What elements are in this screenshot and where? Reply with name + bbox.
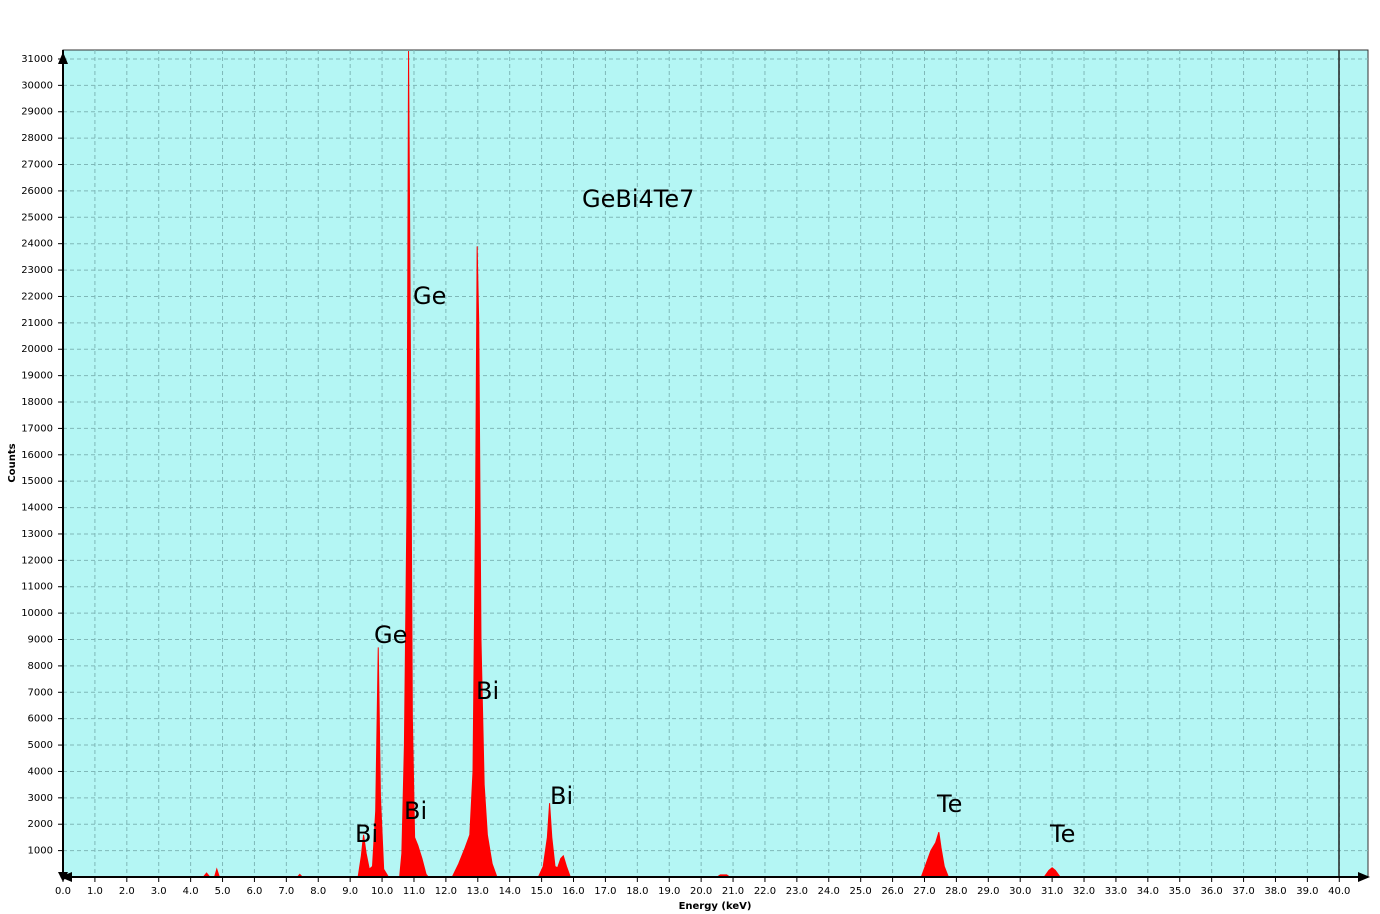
- y-tick-label: 11000: [21, 582, 53, 593]
- x-tick-label: 8.0: [310, 886, 326, 897]
- y-tick-label: 19000: [21, 371, 53, 382]
- plot-area: [62, 49, 1369, 878]
- x-tick-label: 33.0: [1105, 886, 1127, 897]
- x-tick-label: 22.0: [754, 886, 776, 897]
- labels: 1000 2000 3000 4000 5000 6000 7000 8000 9000 1000…: [21, 54, 1350, 897]
- x-tick-label: 11.0: [403, 886, 425, 897]
- x-tick-label: 38.0: [1264, 886, 1286, 897]
- x-tick-label: 24.0: [818, 886, 840, 897]
- y-tick-label: 24000: [21, 239, 53, 250]
- y-tick-label: 4000: [28, 766, 53, 777]
- y-tick-label: 3000: [28, 793, 53, 804]
- x-tick-label: 27.0: [913, 886, 935, 897]
- spectrum: [63, 51, 1368, 878]
- x-tick-label: 28.0: [945, 886, 967, 897]
- grid: [62, 50, 1368, 877]
- y-tick-label: 25000: [21, 212, 53, 223]
- x-tick-label: 14.0: [499, 886, 521, 897]
- y-tick-label: 29000: [21, 107, 53, 118]
- x-tick-label: 15.0: [530, 886, 552, 897]
- x-tick-label: 18.0: [626, 886, 648, 897]
- y-tick-label: 30000: [21, 80, 53, 91]
- x-tick-label: 13.0: [467, 886, 489, 897]
- peak-label: Bi: [476, 677, 499, 705]
- x-tick-label: 32.0: [1073, 886, 1095, 897]
- x-tick-label: 3.0: [151, 886, 167, 897]
- peak-label: Te: [1049, 820, 1075, 848]
- x-tick-label: 7.0: [278, 886, 294, 897]
- y-tick-label: 13000: [21, 529, 53, 540]
- x-axis-label: Energy (keV): [679, 901, 752, 912]
- y-tick-label: 31000: [21, 54, 53, 65]
- x-tick-label: 39.0: [1296, 886, 1318, 897]
- y-tick-label: 8000: [28, 661, 53, 672]
- x-tick-label: 25.0: [850, 886, 872, 897]
- x-tick-label: 12.0: [435, 886, 457, 897]
- x-tick-label: 40.0: [1328, 886, 1350, 897]
- y-tick-label: 23000: [21, 265, 53, 276]
- x-tick-label: 29.0: [977, 886, 999, 897]
- x-tick-label: 23.0: [786, 886, 808, 897]
- peak-label: Bi: [404, 797, 427, 825]
- x-tick-label: 20.0: [690, 886, 712, 897]
- y-tick-label: 15000: [21, 476, 53, 487]
- y-tick-label: 28000: [21, 133, 53, 144]
- y-tick-label: 26000: [21, 186, 53, 197]
- x-tick-label: 0.0: [55, 886, 71, 897]
- y-tick-label: 16000: [21, 450, 53, 461]
- y-tick-label: 2000: [28, 819, 53, 830]
- chart-title: GeBi4Te7: [582, 185, 694, 213]
- x-tick-label: 1.0: [87, 886, 103, 897]
- y-axis-arrow: [58, 52, 68, 64]
- y-tick-label: 27000: [21, 160, 53, 171]
- y-tick-label: 6000: [28, 714, 53, 725]
- y-tick-label: 22000: [21, 291, 53, 302]
- x-tick-label: 37.0: [1232, 886, 1254, 897]
- peak-label: Bi: [355, 820, 378, 848]
- y-tick-label: 9000: [28, 635, 53, 646]
- y-tick-label: 10000: [21, 608, 53, 619]
- x-tick-label: 35.0: [1169, 886, 1191, 897]
- x-tick-label: 19.0: [658, 886, 680, 897]
- y-tick-label: 17000: [21, 423, 53, 434]
- x-tick-label: 4.0: [183, 886, 199, 897]
- y-tick-label: 5000: [28, 740, 53, 751]
- x-tick-label: 21.0: [722, 886, 744, 897]
- x-tick-label: 34.0: [1137, 886, 1159, 897]
- y-tick-label: 14000: [21, 503, 53, 514]
- x-tick-label: 16.0: [562, 886, 584, 897]
- x-tick-label: 30.0: [1009, 886, 1031, 897]
- peak-label: Bi: [550, 782, 573, 810]
- x-axis-arrow: [1358, 872, 1370, 882]
- x-tick-label: 26.0: [881, 886, 903, 897]
- y-tick-label: 12000: [21, 555, 53, 566]
- y-axis-label: Counts: [7, 443, 18, 482]
- peak-label: Ge: [374, 621, 407, 649]
- y-tick-label: 20000: [21, 344, 53, 355]
- x-tick-label: 2.0: [119, 886, 135, 897]
- spectrum-area: [63, 51, 1368, 878]
- peak-label: Ge: [413, 282, 446, 310]
- x-tick-label: 5.0: [215, 886, 231, 897]
- x-tick-label: 31.0: [1041, 886, 1063, 897]
- x-tick-label: 17.0: [594, 886, 616, 897]
- x-tick-label: 9.0: [342, 886, 358, 897]
- x-tick-label: 36.0: [1201, 886, 1223, 897]
- y-tick-label: 18000: [21, 397, 53, 408]
- y-tick-label: 7000: [28, 687, 53, 698]
- x-tick-label: 6.0: [246, 886, 262, 897]
- x-axis-arrow: [60, 872, 72, 882]
- y-tick-label: 1000: [28, 846, 53, 857]
- x-tick-label: 10.0: [371, 886, 393, 897]
- y-tick-label: 21000: [21, 318, 53, 329]
- peak-label: Te: [936, 790, 962, 818]
